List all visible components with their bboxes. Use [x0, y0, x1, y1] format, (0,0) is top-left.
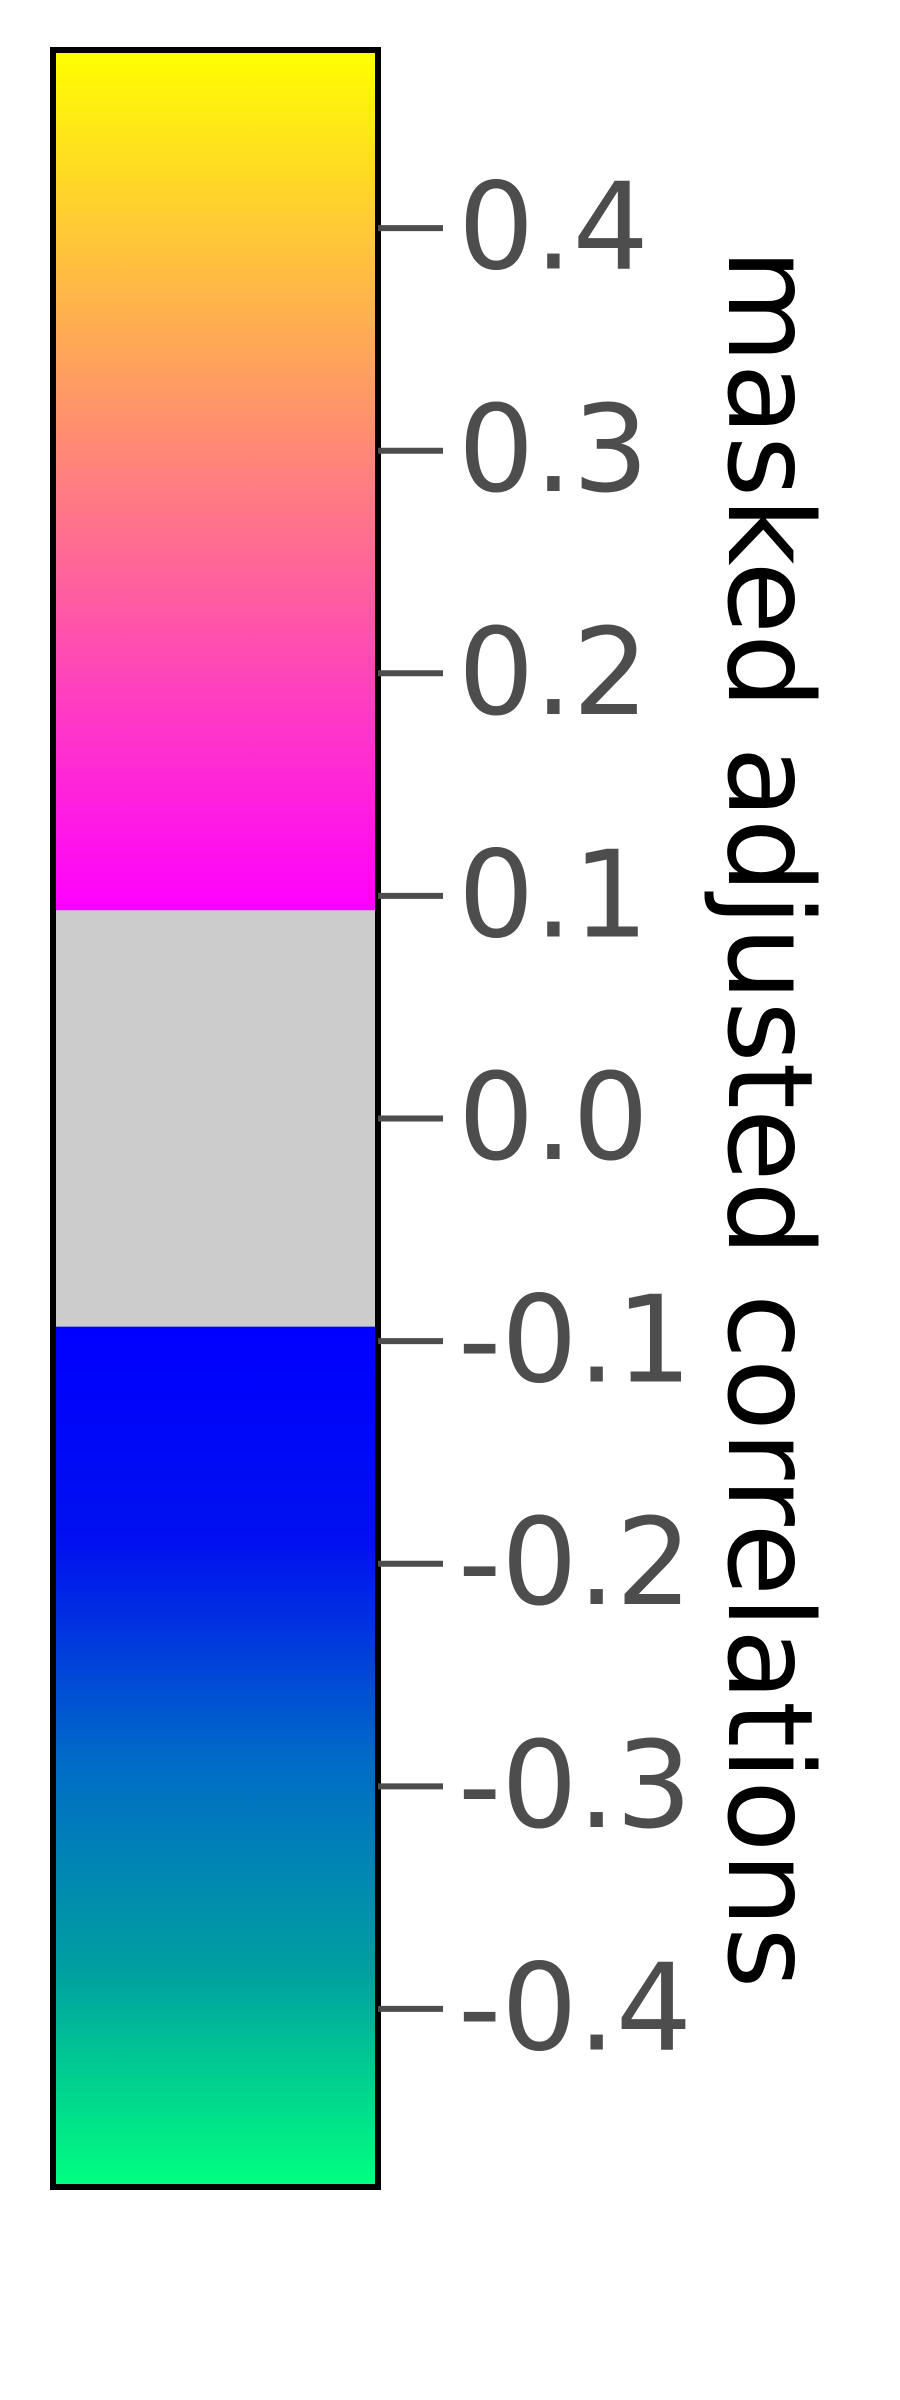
tick-label: 0.2	[458, 604, 649, 743]
colorbar-segments	[53, 50, 378, 2187]
colorbar-segment-masked	[53, 910, 378, 1327]
colorbar-ticks: 0.4 0.3 0.2 0.1 0.0 -0.1 -0.2 -0.3 -0.4	[378, 159, 692, 2078]
tick-label: 0.4	[458, 159, 649, 298]
colorbar-segment-positive	[53, 50, 378, 911]
tick-label: -0.3	[458, 1717, 692, 1856]
tick-label: 0.3	[458, 381, 649, 520]
tick-label: -0.4	[458, 1939, 692, 2078]
tick-label: -0.2	[458, 1494, 692, 1633]
colorbar-title: masked adjusted correlations	[701, 248, 839, 1988]
tick-label: 0.1	[458, 826, 649, 965]
tick-label: 0.0	[458, 1049, 649, 1188]
colorbar-segment-negative	[53, 1326, 378, 2187]
tick-label: -0.1	[458, 1272, 692, 1411]
